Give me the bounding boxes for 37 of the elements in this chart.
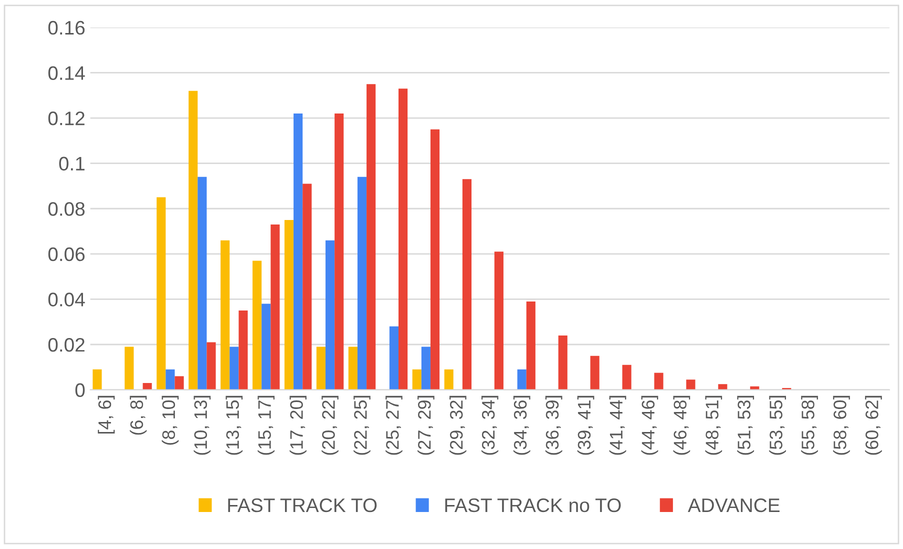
y-tick-label: 0.02 <box>48 338 84 352</box>
x-tick-label: (17, 20] <box>290 396 306 455</box>
y-tick-label: 0.12 <box>48 112 84 126</box>
x-tick-label: (22, 25] <box>354 396 370 455</box>
x-tick-label: (36, 39] <box>545 396 562 455</box>
x-tick-label: (8, 10] <box>162 396 179 445</box>
x-tick-label: (32, 34] <box>481 396 498 455</box>
y-tick-label: 0.06 <box>48 247 85 262</box>
y-tick-label: 0.04 <box>48 292 85 306</box>
y-tick-label: 0.1 <box>59 156 84 171</box>
x-tick-label: (6, 8] <box>130 396 147 435</box>
x-tick-label: (20, 22] <box>322 396 338 455</box>
x-tick-label: (60, 62] <box>865 396 882 455</box>
y-tick-label: 0.16 <box>48 20 85 35</box>
x-tick-label: (46, 48] <box>673 396 690 455</box>
x-tick-label: (39, 41] <box>577 396 594 455</box>
legend-label: FAST TRACK no TO <box>445 498 621 512</box>
x-tick-label: (27, 29] <box>418 396 434 455</box>
x-tick-label: [4, 6] <box>98 396 115 434</box>
x-tick-label: (48, 51] <box>705 396 722 455</box>
x-tick-label: (41, 44] <box>609 396 626 455</box>
legend-label: ADVANCE <box>688 498 780 512</box>
x-tick-label: (55, 58] <box>801 396 818 455</box>
y-tick-label: 0 <box>75 383 85 398</box>
x-tick-label: (13, 15] <box>226 396 243 455</box>
x-tick-label: (29, 32] <box>449 396 466 455</box>
legend-label: FAST TRACK TO <box>228 498 377 512</box>
x-tick-label: (34, 36] <box>513 396 530 455</box>
x-tick-label: (58, 60] <box>833 396 850 455</box>
x-tick-label: (51, 53] <box>737 396 754 455</box>
x-tick-label: (53, 55] <box>769 396 786 455</box>
x-tick-label: (25, 27] <box>386 396 402 455</box>
x-tick-label: (15, 17] <box>258 396 275 455</box>
x-tick-label: (44, 46] <box>641 396 658 455</box>
y-tick-label: 0.14 <box>48 66 85 80</box>
y-tick-label: 0.08 <box>48 202 85 216</box>
x-tick-label: (10, 13] <box>194 396 211 455</box>
